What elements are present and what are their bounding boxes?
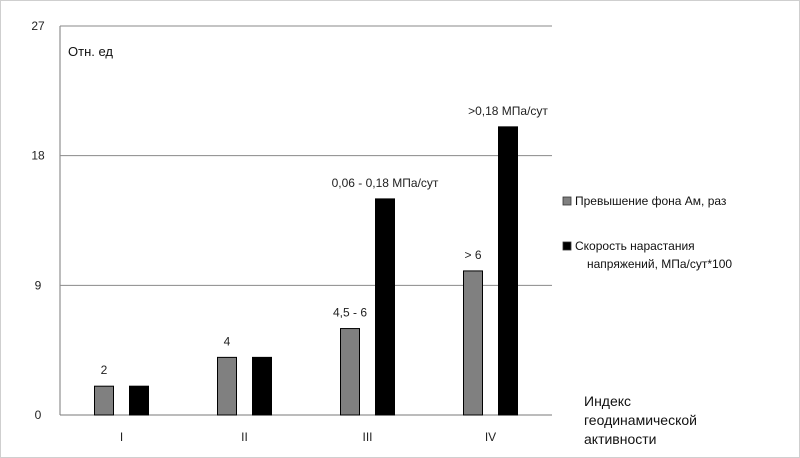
legend-swatch (562, 241, 572, 251)
legend-label: Скорость нарастания (575, 239, 695, 253)
data-label: 2 (101, 363, 108, 377)
bars (94, 126, 518, 416)
x-axis-title-line: Индекс (584, 393, 631, 409)
x-axis-title-line: активности (584, 431, 657, 447)
data-label: 0,06 - 0,18 МПа/сут (332, 176, 439, 190)
y-tick-label: 9 (35, 278, 42, 292)
x-axis-title-line: геодинамической (584, 412, 697, 428)
y-tick-label: 27 (31, 19, 45, 33)
x-tick-label: IV (485, 430, 496, 444)
bar-background-excess (217, 356, 237, 416)
x-axis-title: Индекс геодинамической активности (584, 393, 701, 447)
bar-background-excess (94, 385, 114, 416)
bar-background-excess (340, 328, 360, 416)
unit-label: Отн. ед (68, 44, 113, 59)
bar-stress-rate (498, 126, 518, 416)
legend: Превышение фона Ам, раз Скорость нарастан… (562, 194, 732, 271)
data-label: >0,18 МПа/сут (468, 104, 548, 118)
y-tick-label: 18 (31, 149, 45, 163)
bar-stress-rate (252, 356, 272, 416)
legend-label: Превышение фона Ам, раз (575, 194, 727, 208)
data-label: > 6 (464, 248, 481, 262)
data-labels: 2 4 4,5 - 6 0,06 - 0,18 МПа/сут > 6 >0,18 МПа… (101, 104, 549, 377)
bar-background-excess (463, 270, 483, 416)
x-tick-label: II (241, 430, 248, 444)
legend-swatch (562, 196, 572, 206)
bar-stress-rate (375, 198, 395, 416)
x-tick-label: I (120, 430, 123, 444)
y-tick-label: 0 (35, 408, 42, 422)
x-tick-label: III (362, 430, 372, 444)
bar-stress-rate (129, 385, 149, 416)
legend-label: напряжений, МПа/сут*100 (587, 257, 732, 271)
data-label: 4 (224, 334, 231, 348)
data-label: 4,5 - 6 (333, 306, 367, 320)
